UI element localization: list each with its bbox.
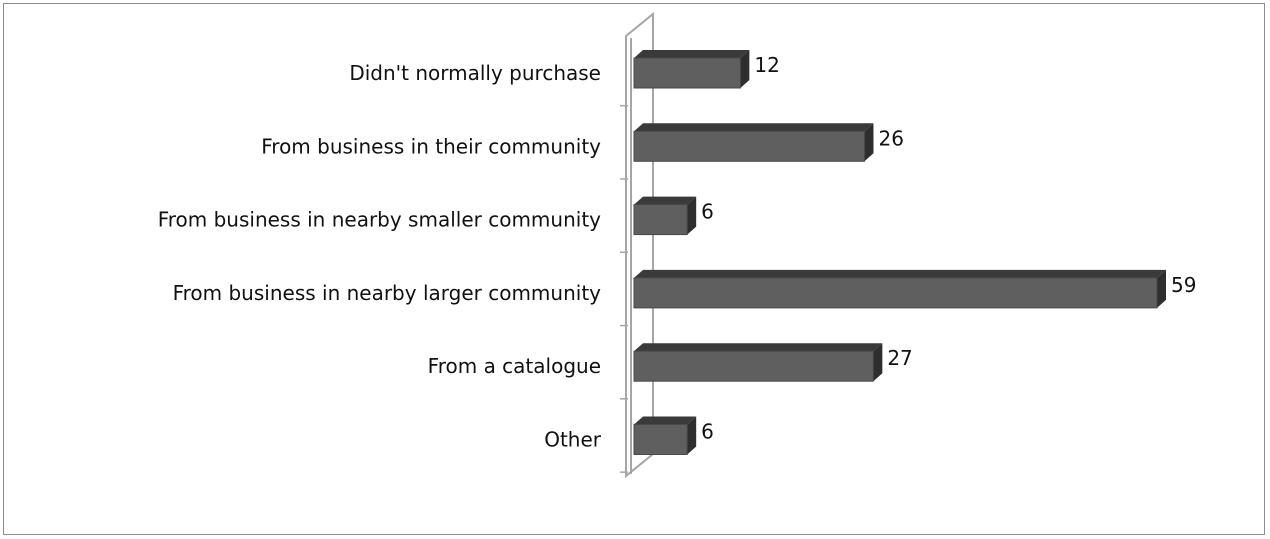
bar-side-face — [873, 343, 883, 382]
bar-top-face — [634, 416, 697, 425]
value-label: 59 — [1171, 273, 1196, 297]
bar-4 — [633, 269, 1166, 309]
labels-group: Didn't normally purchase 12 From business … — [158, 53, 1197, 452]
bar-5 — [633, 343, 883, 382]
bar-front-face — [633, 424, 688, 455]
value-label: 12 — [754, 53, 779, 77]
category-label: From business in their community — [261, 134, 601, 158]
bar-top-face — [634, 343, 883, 352]
bar-front-face — [633, 350, 874, 382]
bar-side-face — [687, 196, 697, 235]
bar-top-face — [634, 196, 697, 205]
category-label: From a catalogue — [428, 354, 601, 378]
value-label: 26 — [878, 126, 903, 150]
bar-side-face — [1157, 269, 1166, 308]
category-label: From business in nearby smaller communit… — [158, 208, 601, 232]
bar-front-face — [633, 57, 741, 89]
bar-top-face — [634, 269, 1166, 278]
value-label: 6 — [701, 420, 714, 444]
category-label: Other — [544, 428, 602, 452]
bar-2 — [633, 123, 874, 162]
bar-top-face — [634, 123, 874, 132]
bars-group — [633, 50, 1166, 455]
bar-front-face — [633, 130, 865, 162]
bar-side-face — [864, 123, 874, 162]
bar-1 — [633, 50, 750, 89]
category-label: Didn't normally purchase — [349, 61, 601, 85]
bar-front-face — [633, 204, 688, 236]
bar-side-face — [740, 50, 750, 88]
value-label: 27 — [887, 346, 912, 370]
value-label: 6 — [701, 200, 714, 224]
bar-front-face — [633, 277, 1158, 309]
bar-top-face — [634, 50, 750, 58]
category-label: From business in nearby larger community — [173, 281, 602, 305]
bar-3 — [633, 196, 697, 236]
bar-6 — [633, 416, 697, 455]
bar-side-face — [687, 416, 697, 455]
